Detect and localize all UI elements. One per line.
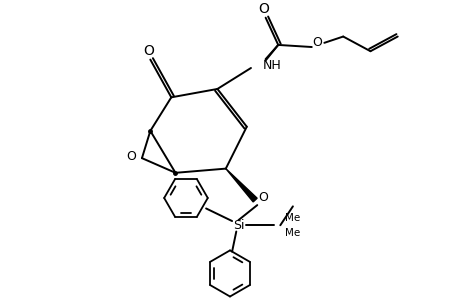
Polygon shape: [225, 169, 257, 202]
Text: Si: Si: [232, 219, 244, 232]
Text: O: O: [142, 44, 153, 58]
Text: O: O: [311, 36, 321, 49]
Text: O: O: [258, 191, 268, 205]
Text: Me: Me: [285, 213, 300, 223]
Text: O: O: [257, 2, 269, 16]
Text: Me: Me: [285, 228, 300, 238]
Text: O: O: [126, 149, 136, 163]
Text: NH: NH: [262, 59, 281, 72]
